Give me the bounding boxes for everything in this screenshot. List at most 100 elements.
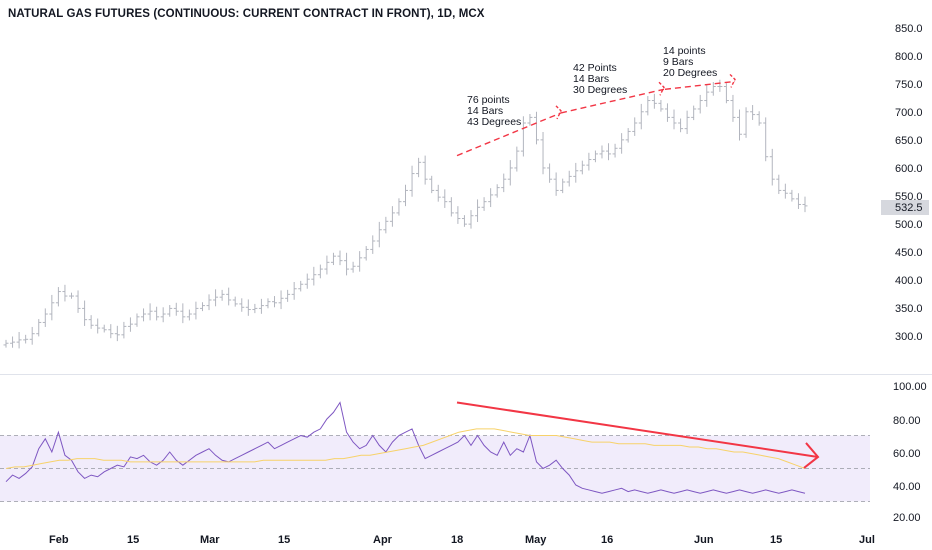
ohlc-bar <box>664 103 670 122</box>
ohlc-bar <box>29 326 35 345</box>
trend-line-dashed <box>456 112 562 157</box>
ohlc-bar <box>344 252 350 276</box>
ohlc-bar <box>540 131 546 175</box>
ohlc-bar <box>776 174 782 195</box>
ohlc-bar <box>651 93 657 109</box>
price-axis[interactable]: 850.0 800.0 750.0 700.0 650.0 600.0 550.… <box>881 23 929 343</box>
ohlc-bar <box>55 287 61 307</box>
annotation-text: 42 Points <box>573 62 617 74</box>
ohlc-bar <box>141 308 147 322</box>
ohlc-bar <box>396 198 402 216</box>
ohlc-bar <box>560 178 566 194</box>
ohlc-bar <box>527 114 533 126</box>
ohlc-bar <box>16 332 22 349</box>
ohlc-bar <box>193 301 199 320</box>
ohlc-bar <box>579 160 585 175</box>
rsi-ma-line <box>5 428 806 469</box>
ohlc-bar <box>350 261 356 273</box>
ohlc-bar <box>475 199 481 223</box>
ohlc-bar <box>710 81 716 96</box>
ohlc-bar <box>763 117 769 162</box>
ohlc-bar <box>468 210 474 229</box>
rsi-axis[interactable]: 100.00 80.00 60.00 40.00 20.00 <box>893 381 927 524</box>
ohlc-bar <box>461 215 467 227</box>
chart-title: NATURAL GAS FUTURES (CONTINUOUS: CURRENT… <box>8 8 485 20</box>
ohlc-bar <box>691 105 697 121</box>
trend-arrowhead <box>658 81 665 96</box>
ohlc-bar <box>258 298 264 314</box>
time-axis[interactable]: Feb 15 Mar 15 Apr 18 May 16 Jun 15 Jul <box>49 534 875 546</box>
ohlc-bar <box>573 162 579 183</box>
ohlc-bar <box>488 188 494 208</box>
ohlc-bar <box>121 321 127 339</box>
ohlc-bar <box>173 302 179 316</box>
ohlc-bar <box>82 300 88 326</box>
trend-arrowhead <box>729 73 736 88</box>
ohlc-bar <box>769 148 775 186</box>
date-label: 16 <box>601 534 613 546</box>
ohlc-bar <box>357 251 363 272</box>
price-tick: 700.0 <box>895 107 923 119</box>
annotations: 76 points 14 Bars 43 Degrees 42 Points 1… <box>467 45 717 128</box>
ohlc-bar <box>737 109 743 141</box>
ohlc-bar <box>252 303 258 314</box>
ohlc-bar <box>278 290 284 310</box>
ohlc-bar <box>311 266 317 286</box>
ohlc-bar <box>553 172 559 196</box>
annotation-text: 30 Degrees <box>573 84 627 96</box>
ohlc-bar <box>147 303 153 321</box>
trend-line-dashed <box>664 80 736 90</box>
ohlc-bar <box>704 84 710 107</box>
last-price-label: 532.5 <box>895 202 923 214</box>
price-tick: 400.0 <box>895 275 923 287</box>
ohlc-bar <box>645 96 651 116</box>
price-tick: 500.0 <box>895 219 923 231</box>
ohlc-bar <box>632 117 638 136</box>
date-label: 15 <box>278 534 290 546</box>
date-label: May <box>525 534 547 546</box>
ohlc-bar <box>533 111 539 145</box>
ohlc-bar <box>114 325 120 342</box>
price-tick: 600.0 <box>895 163 923 175</box>
ohlc-bar <box>442 189 448 208</box>
ohlc-bar <box>108 324 114 339</box>
ohlc-bar <box>514 146 520 172</box>
ohlc-bar <box>606 143 612 161</box>
ohlc-bar <box>547 163 553 183</box>
annotation-text: 14 Bars <box>573 73 609 85</box>
rsi-tick: 60.00 <box>893 448 921 460</box>
ohlc-bar <box>520 116 526 157</box>
price-overlays <box>456 73 736 157</box>
ohlc-bar <box>167 305 173 317</box>
ohlc-bar <box>213 289 219 307</box>
ohlc-bar <box>337 250 343 266</box>
ohlc-bar <box>62 284 68 302</box>
ohlc-bar <box>226 287 232 306</box>
price-tick: 850.0 <box>895 23 923 35</box>
rsi-tick: 80.00 <box>893 415 921 427</box>
ohlc-bar <box>795 193 801 209</box>
date-label: 18 <box>451 534 463 546</box>
price-tick: 350.0 <box>895 303 923 315</box>
ohlc-bar <box>481 197 487 211</box>
ohlc-bar <box>678 118 684 133</box>
ohlc-bar <box>586 152 592 171</box>
annotation-text: 9 Bars <box>663 56 693 68</box>
ohlc-bar <box>239 298 245 312</box>
ohlc-bar <box>199 302 205 312</box>
divergence-arrowhead <box>803 442 820 469</box>
ohlc-bar <box>298 280 304 292</box>
ohlc-bar <box>232 296 238 307</box>
ohlc-bar <box>49 294 55 321</box>
ohlc-bar <box>501 173 507 193</box>
price-tick: 800.0 <box>895 51 923 63</box>
ohlc-bar <box>180 303 186 324</box>
price-tick: 650.0 <box>895 135 923 147</box>
date-label: 15 <box>770 534 782 546</box>
ohlc-bar <box>3 339 9 348</box>
ohlc-bar <box>10 336 16 348</box>
ohlc-bar <box>494 184 500 198</box>
ohlc-bar <box>285 289 291 302</box>
ohlc-bar <box>68 292 74 299</box>
